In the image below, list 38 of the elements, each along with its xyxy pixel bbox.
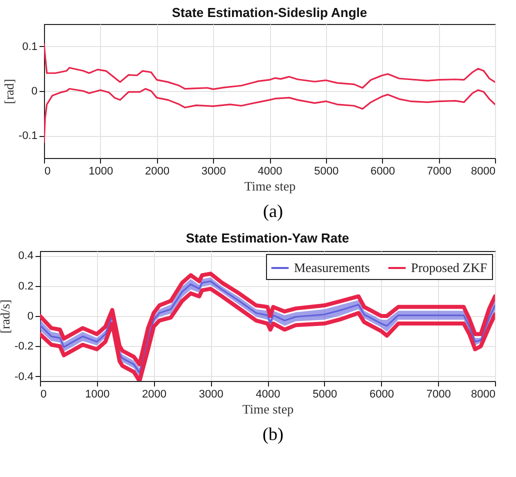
y-axis-title: [rad] — [2, 78, 17, 104]
y-tick-label: 0.2 — [18, 280, 34, 292]
y-tick-label: -0.2 — [14, 340, 34, 353]
x-tick-label: 0 — [40, 388, 47, 400]
x-tick-label: 1000 — [85, 388, 110, 400]
chart-title: State Estimation-Yaw Rate — [186, 230, 350, 246]
line-series — [44, 43, 495, 90]
text: (a) — [262, 200, 284, 223]
x-tick-label: 3000 — [198, 388, 224, 400]
x-tick-label: 3000 — [201, 166, 226, 178]
x-tick-label: 5000 — [314, 166, 339, 178]
x-tick-label: 5000 — [312, 388, 338, 400]
x-tick-label: 8000 — [471, 388, 496, 400]
chart-title: State Estimation-Sideslip Angle — [172, 5, 368, 20]
y-tick-label: 0 — [31, 86, 38, 98]
y-tick-label: 0.4 — [18, 250, 34, 262]
text: (b) — [262, 423, 284, 446]
x-tick-label: 4000 — [258, 166, 282, 178]
legend-label: Proposed ZKF — [411, 260, 488, 275]
x-tick-label: 7000 — [426, 166, 452, 178]
x-tick-label: 2000 — [142, 388, 166, 400]
y-axis-title: [rad/s] — [0, 300, 13, 334]
y-tick-label: -0.4 — [14, 370, 34, 383]
x-axis-title: Time step — [244, 178, 296, 194]
x-tick-label: 0 — [44, 166, 51, 178]
x-tick-label: 8000 — [471, 166, 496, 178]
line-series — [44, 88, 495, 144]
y-tick-label: 0 — [27, 310, 34, 322]
x-tick-label: 6000 — [370, 166, 395, 178]
x-axis-title: Time step — [242, 402, 294, 416]
x-tick-label: 2000 — [145, 166, 170, 178]
x-tick-label: 7000 — [426, 388, 451, 400]
y-tick-label: -0.1 — [18, 130, 38, 142]
x-tick-label: 6000 — [370, 388, 394, 400]
legend-label: Measurements — [294, 260, 370, 275]
x-tick-label: 4000 — [256, 388, 280, 400]
x-tick-label: 1000 — [88, 166, 114, 178]
y-tick-label: 0.1 — [22, 40, 38, 53]
